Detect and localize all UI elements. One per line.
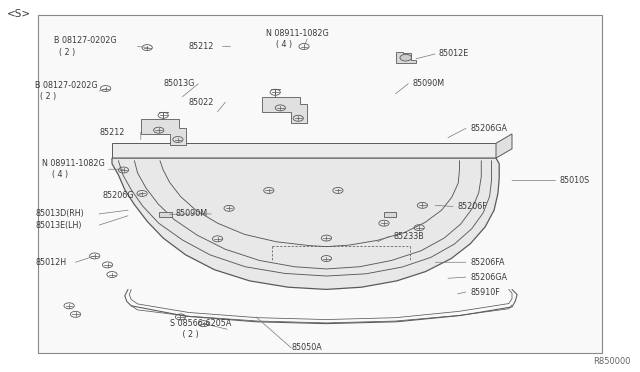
Text: 85206GA: 85206GA — [470, 273, 508, 282]
Text: S 08566-6205A
     ( 2 ): S 08566-6205A ( 2 ) — [170, 319, 231, 339]
Polygon shape — [384, 212, 396, 217]
Polygon shape — [141, 119, 186, 145]
Text: 85233B: 85233B — [394, 232, 424, 241]
Text: B 08127-0202G
  ( 2 ): B 08127-0202G ( 2 ) — [54, 36, 117, 57]
Text: 85050A: 85050A — [291, 343, 322, 352]
Text: 85206GA: 85206GA — [470, 124, 508, 133]
Text: N 08911-1082G
    ( 4 ): N 08911-1082G ( 4 ) — [42, 159, 104, 179]
Circle shape — [400, 54, 412, 61]
Polygon shape — [159, 212, 172, 217]
Text: 85212: 85212 — [99, 128, 125, 137]
Text: B 08127-0202G
  ( 2 ): B 08127-0202G ( 2 ) — [35, 81, 98, 101]
Text: R850000: R850000 — [593, 357, 630, 366]
Text: N 08911-1082G
    ( 4 ): N 08911-1082G ( 4 ) — [266, 29, 328, 49]
Text: 85206FA: 85206FA — [470, 258, 505, 267]
Polygon shape — [112, 143, 496, 158]
Text: 85022: 85022 — [189, 98, 214, 107]
Text: <S>: <S> — [6, 9, 31, 19]
Text: 85212: 85212 — [189, 42, 214, 51]
FancyBboxPatch shape — [38, 15, 602, 353]
Text: 85013G: 85013G — [163, 79, 195, 88]
Text: 85206G: 85206G — [102, 191, 134, 200]
Text: 85012H: 85012H — [35, 258, 67, 267]
Polygon shape — [496, 134, 512, 158]
Text: 85013E(LH): 85013E(LH) — [35, 221, 82, 230]
Text: 85090M: 85090M — [176, 209, 208, 218]
Text: 85010S: 85010S — [560, 176, 590, 185]
Text: 85206F: 85206F — [458, 202, 487, 211]
Polygon shape — [112, 158, 499, 289]
Text: 85013D(RH): 85013D(RH) — [35, 209, 84, 218]
Polygon shape — [396, 52, 416, 63]
Text: 85910F: 85910F — [470, 288, 500, 296]
Polygon shape — [262, 97, 307, 123]
Text: 85090M: 85090M — [413, 79, 445, 88]
Text: 85012E: 85012E — [438, 49, 468, 58]
